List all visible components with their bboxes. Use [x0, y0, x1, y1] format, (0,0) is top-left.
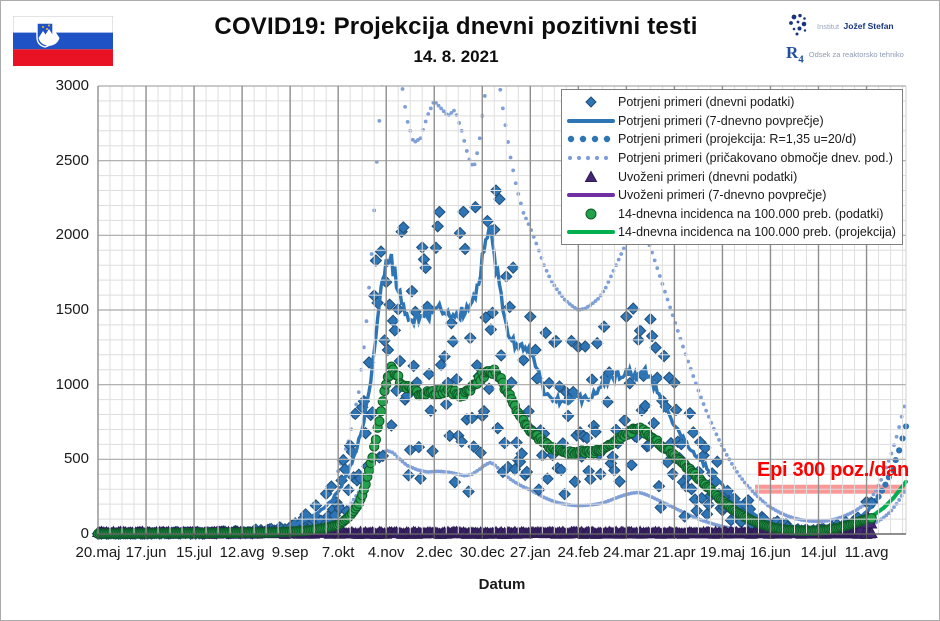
y-tick-label: 500	[63, 450, 89, 468]
x-tick-label: 27.jan	[509, 544, 551, 561]
x-tick-label: 9.sep	[271, 544, 309, 561]
y-tick-label: 2500	[55, 151, 89, 169]
x-tick-label: 17.jun	[125, 544, 167, 561]
x-tick-label: 24.mar	[603, 544, 650, 561]
x-tick-label: 20.maj	[75, 544, 121, 561]
legend-item: 14-dnevna incidenca na 100.000 preb. (pr…	[564, 223, 900, 242]
y-tick-label: 2000	[55, 226, 89, 244]
slovenia-coat-of-arms	[36, 22, 60, 48]
legend-item-label: Uvoženi primeri (7-dnevno povprečje)	[618, 188, 827, 203]
r4-department-icon: R4	[786, 43, 804, 66]
legend-item: Uvoženi primeri (7-dnevno povprečje)	[564, 186, 900, 205]
legend-item: Potrjeni primeri (projekcija: R=1,35 u=2…	[564, 130, 900, 149]
legend-triangle-icon	[564, 170, 618, 184]
x-tick-label: 2.dec	[415, 544, 453, 561]
x-tick-label: 7.okt	[321, 544, 355, 561]
legend-line-icon	[564, 225, 618, 239]
y-tick-label: 1000	[55, 375, 89, 393]
legend-item-label: Potrjeni primeri (pričakovano območje dn…	[618, 151, 893, 166]
x-tick-label: 21.apr	[653, 544, 696, 561]
institute-prefix: Institut	[817, 22, 840, 31]
institute-logos: Institut Jožef Stefan R4 Odsek za reakto…	[786, 13, 931, 72]
legend-item-label: 14-dnevna incidenca na 100.000 preb. (pr…	[618, 225, 896, 240]
legend-item-label: Potrjeni primeri (projekcija: R=1,35 u=2…	[618, 132, 857, 147]
legend-line-icon	[564, 114, 618, 128]
legend-line-icon	[564, 188, 618, 202]
legend-item: Potrjeni primeri (dnevni podatki)	[564, 93, 900, 112]
legend-item: 14-dnevna incidenca na 100.000 preb. (po…	[564, 205, 900, 224]
x-tick-label: 24.feb	[557, 544, 600, 561]
x-tick-label: 19.maj	[699, 544, 745, 561]
chart-legend: Potrjeni primeri (dnevni podatki) Potrjen…	[561, 89, 903, 245]
legend-dots-big-icon	[564, 132, 618, 146]
epi-threshold-label: Epi 300 poz./dan	[757, 459, 909, 481]
legend-item-label: Potrjeni primeri (dnevni podatki)	[618, 95, 795, 110]
x-tick-label: 15.jul	[176, 544, 212, 561]
legend-circle-icon	[564, 207, 618, 221]
x-tick-label: 11.avg	[844, 544, 889, 561]
x-tick-label: 14.jul	[800, 544, 837, 561]
institute-name: Jožef Stefan	[843, 21, 894, 31]
x-tick-label: 12.avg	[219, 544, 265, 561]
report-date: 14. 8. 2021	[413, 47, 499, 66]
x-axis-title: Datum	[478, 576, 526, 593]
department-name: Odsek za reaktorsko tehniko	[808, 50, 904, 60]
x-tick-label: 4.nov	[367, 544, 405, 561]
legend-item: Uvoženi primeri (dnevni podatki)	[564, 167, 900, 186]
legend-dots-small-icon	[564, 151, 618, 165]
legend-item: Potrjeni primeri (pričakovano območje dn…	[564, 149, 900, 168]
legend-item-label: Potrjeni primeri (7-dnevno povprečje)	[618, 113, 824, 128]
legend-item: Potrjeni primeri (7-dnevno povprečje)	[564, 112, 900, 131]
legend-diamond-icon	[564, 95, 618, 109]
y-tick-label: 3000	[55, 77, 89, 94]
x-tick-label: 16.jun	[750, 544, 791, 561]
ijs-atom-icon	[789, 13, 807, 36]
legend-item-label: Uvoženi primeri (dnevni podatki)	[618, 169, 798, 184]
page-title: COVID19: Projekcija dnevni pozitivni tes…	[214, 13, 698, 40]
y-tick-label: 1500	[55, 301, 89, 318]
y-tick-label: 0	[80, 525, 89, 542]
legend-item-label: 14-dnevna incidenca na 100.000 preb. (po…	[618, 206, 884, 221]
x-tick-label: 30.dec	[459, 544, 505, 561]
slovenia-flag-image	[13, 16, 113, 66]
